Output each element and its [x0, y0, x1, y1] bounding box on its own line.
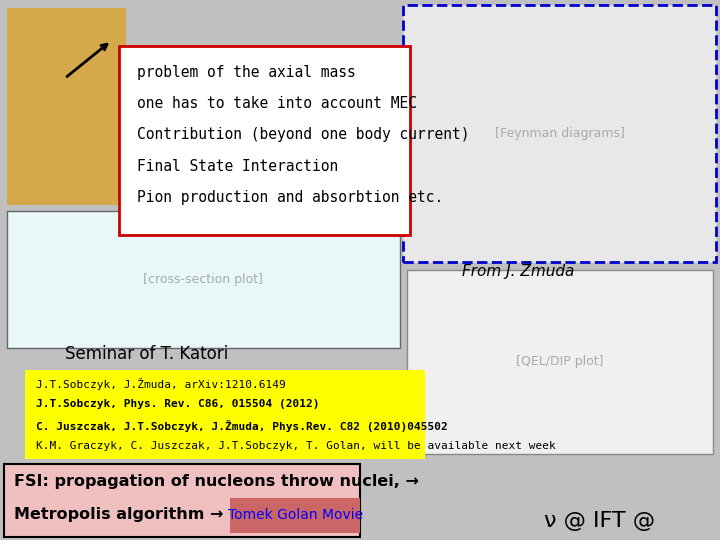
Text: Contribution (beyond one body current): Contribution (beyond one body current): [137, 127, 469, 143]
Text: Pion production and absorbtion etc.: Pion production and absorbtion etc.: [137, 190, 443, 205]
Text: [QEL/DIP plot]: [QEL/DIP plot]: [516, 355, 603, 368]
FancyBboxPatch shape: [119, 46, 410, 235]
FancyBboxPatch shape: [25, 370, 425, 459]
FancyBboxPatch shape: [407, 270, 713, 454]
Text: J.T.Sobczyk, Phys. Rev. C86, 015504 (2012): J.T.Sobczyk, Phys. Rev. C86, 015504 (201…: [36, 399, 320, 409]
Text: [Feynman diagrams]: [Feynman diagrams]: [495, 127, 625, 140]
Text: [cross-section plot]: [cross-section plot]: [143, 273, 264, 286]
Text: Metropolis algorithm → NuWr: Metropolis algorithm → NuWr: [14, 508, 279, 522]
Text: Tomek Golan Movie: Tomek Golan Movie: [228, 509, 363, 522]
Text: Final State Interaction: Final State Interaction: [137, 159, 338, 174]
Text: one has to take into account MEC: one has to take into account MEC: [137, 96, 417, 111]
FancyBboxPatch shape: [230, 498, 360, 533]
FancyBboxPatch shape: [403, 5, 716, 262]
Text: J.T.Sobczyk, J.Žmuda, arXiv:1210.6149: J.T.Sobczyk, J.Žmuda, arXiv:1210.6149: [36, 378, 286, 390]
FancyBboxPatch shape: [4, 464, 360, 537]
Text: Seminar of T. Katori: Seminar of T. Katori: [65, 345, 228, 363]
Text: problem of the axial mass: problem of the axial mass: [137, 65, 356, 80]
FancyBboxPatch shape: [7, 8, 126, 205]
FancyBboxPatch shape: [7, 211, 400, 348]
Text: C. Juszczak, J.T.Sobczyk, J.Žmuda, Phys.Rev. C82 (2010)045502: C. Juszczak, J.T.Sobczyk, J.Žmuda, Phys.…: [36, 420, 448, 432]
Text: From J. Žmuda: From J. Žmuda: [462, 261, 575, 279]
Text: K.M. Graczyk, C. Juszczak, J.T.Sobczyk, T. Golan, will be available next week: K.M. Graczyk, C. Juszczak, J.T.Sobczyk, …: [36, 441, 556, 451]
Text: ν @ IFT @: ν @ IFT @: [544, 511, 654, 531]
Text: FSI: propagation of nucleons throw nuclei, →: FSI: propagation of nucleons throw nucle…: [14, 474, 419, 489]
